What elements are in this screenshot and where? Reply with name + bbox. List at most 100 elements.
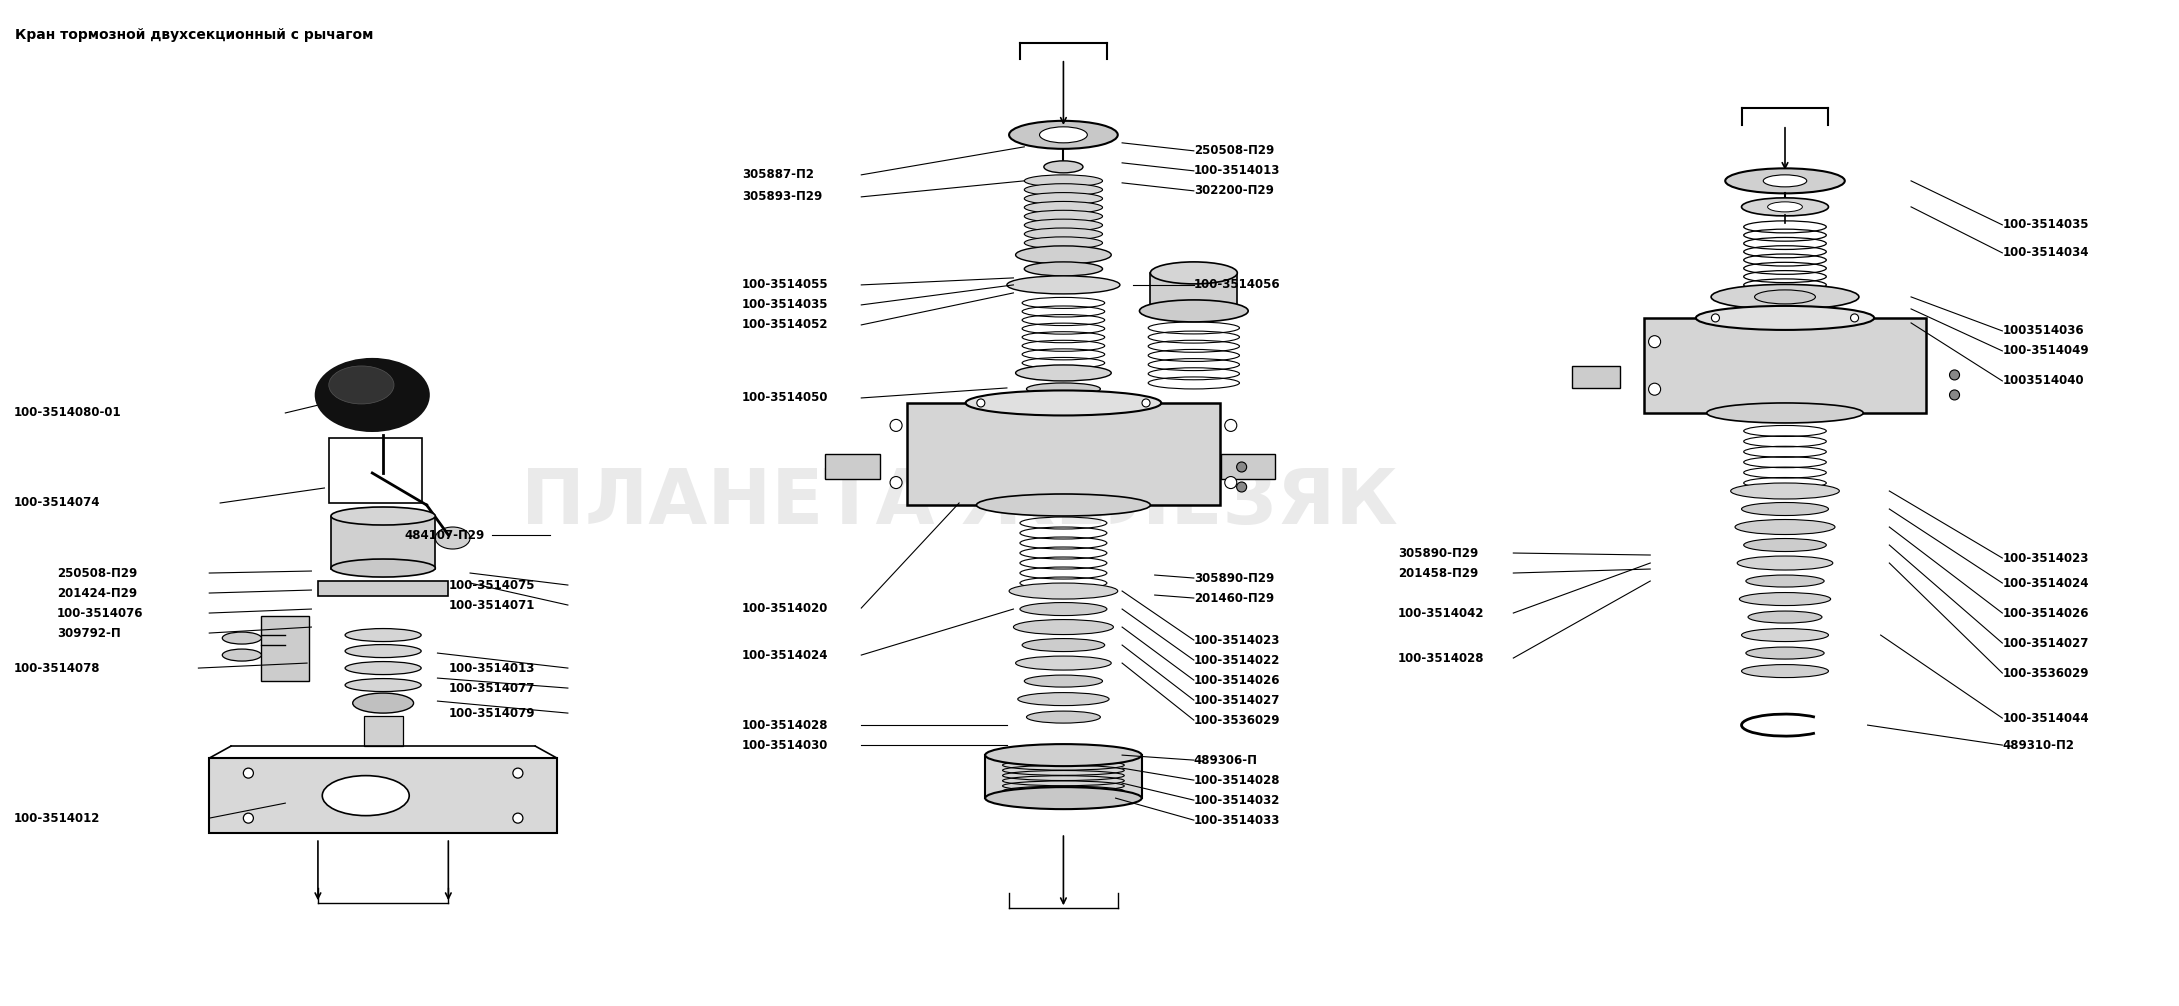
Circle shape (244, 769, 253, 778)
Text: 100-3514077: 100-3514077 (449, 682, 534, 694)
Text: 250508-П29: 250508-П29 (1194, 144, 1275, 157)
Ellipse shape (344, 645, 421, 658)
Ellipse shape (1015, 656, 1111, 670)
Ellipse shape (1026, 711, 1100, 723)
Bar (331, 517, 436, 569)
Ellipse shape (1044, 161, 1083, 173)
Ellipse shape (1024, 175, 1103, 187)
Text: 302200-П29: 302200-П29 (1194, 184, 1275, 197)
Text: 100-3514022: 100-3514022 (1194, 654, 1281, 667)
Text: 100-3514049: 100-3514049 (2003, 344, 2090, 357)
Text: 1003514036: 1003514036 (2003, 324, 2083, 337)
Ellipse shape (1024, 219, 1103, 231)
Ellipse shape (1745, 647, 1824, 659)
Text: 489310-П2: 489310-П2 (2003, 738, 2074, 751)
Ellipse shape (1024, 201, 1103, 213)
Text: 100-3536029: 100-3536029 (2003, 667, 2090, 680)
Ellipse shape (985, 744, 1142, 767)
Text: 100-3514023: 100-3514023 (2003, 551, 2090, 564)
Ellipse shape (1024, 236, 1103, 248)
Text: 100-3514071: 100-3514071 (449, 599, 534, 612)
Ellipse shape (344, 662, 421, 675)
Ellipse shape (1711, 285, 1859, 310)
Ellipse shape (1024, 192, 1103, 204)
Ellipse shape (1013, 620, 1113, 635)
Ellipse shape (1024, 210, 1103, 222)
Ellipse shape (985, 787, 1142, 809)
Text: 100-3514024: 100-3514024 (741, 649, 828, 662)
Text: 305890-П29: 305890-П29 (1194, 571, 1275, 584)
Ellipse shape (1739, 593, 1830, 606)
Ellipse shape (1140, 300, 1249, 322)
Bar (1151, 273, 1238, 313)
Ellipse shape (1745, 575, 1824, 588)
Ellipse shape (1706, 403, 1863, 423)
Text: 100-3514028: 100-3514028 (1194, 774, 1281, 787)
Ellipse shape (222, 632, 261, 644)
Text: 100-3514012: 100-3514012 (13, 812, 100, 825)
Text: 100-3514033: 100-3514033 (1194, 814, 1281, 827)
Text: 100-3514027: 100-3514027 (1194, 693, 1281, 706)
Text: 201424-П29: 201424-П29 (57, 586, 137, 600)
Text: 100-3514020: 100-3514020 (741, 602, 828, 615)
Ellipse shape (1726, 168, 1846, 193)
Text: 100-3514035: 100-3514035 (2003, 218, 2090, 231)
Circle shape (889, 477, 902, 489)
Ellipse shape (965, 390, 1161, 415)
Ellipse shape (1763, 175, 1806, 187)
Text: 1003514040: 1003514040 (2003, 374, 2083, 387)
Ellipse shape (344, 629, 421, 642)
Circle shape (1238, 482, 1246, 492)
Text: 484107-П29: 484107-П29 (405, 528, 486, 541)
Circle shape (512, 813, 523, 823)
Ellipse shape (322, 776, 410, 816)
Bar (1220, 454, 1275, 479)
Ellipse shape (1695, 306, 1874, 330)
Circle shape (1142, 399, 1151, 407)
Ellipse shape (1007, 276, 1120, 294)
Ellipse shape (976, 494, 1151, 516)
Text: 100-3514026: 100-3514026 (2003, 607, 2090, 620)
Bar (364, 716, 403, 746)
Bar (906, 403, 1220, 505)
Text: 100-3514056: 100-3514056 (1194, 279, 1281, 292)
Text: 100-3514030: 100-3514030 (741, 738, 828, 751)
Text: 100-3514080-01: 100-3514080-01 (13, 406, 122, 420)
Text: 100-3514078: 100-3514078 (13, 662, 100, 675)
Ellipse shape (1024, 228, 1103, 240)
Text: 100-3514076: 100-3514076 (57, 607, 144, 620)
Bar (985, 756, 1142, 798)
Circle shape (889, 420, 902, 432)
Ellipse shape (1009, 121, 1118, 149)
Ellipse shape (1015, 365, 1111, 381)
Ellipse shape (344, 679, 421, 691)
Text: 100-3514074: 100-3514074 (13, 497, 100, 509)
Ellipse shape (1015, 245, 1111, 264)
Circle shape (1711, 314, 1719, 322)
Ellipse shape (1734, 519, 1835, 534)
Ellipse shape (1741, 503, 1828, 515)
Ellipse shape (1151, 262, 1238, 284)
Circle shape (512, 769, 523, 778)
Ellipse shape (1748, 611, 1822, 623)
Text: 250508-П29: 250508-П29 (57, 566, 137, 579)
Text: 100-3514013: 100-3514013 (1194, 164, 1281, 177)
Text: 489306-П: 489306-П (1194, 753, 1257, 767)
Text: 100-3514027: 100-3514027 (2003, 637, 2090, 650)
Ellipse shape (1741, 665, 1828, 678)
Ellipse shape (1737, 556, 1833, 570)
Text: 100-3514024: 100-3514024 (2003, 576, 2090, 590)
Circle shape (976, 399, 985, 407)
Circle shape (447, 529, 460, 541)
Ellipse shape (1022, 639, 1105, 652)
Bar (261, 616, 309, 681)
Text: 100-3514075: 100-3514075 (449, 578, 534, 592)
Ellipse shape (1741, 629, 1828, 642)
Bar (329, 438, 423, 503)
Ellipse shape (1039, 127, 1087, 143)
Bar (1643, 318, 1926, 412)
Circle shape (1850, 314, 1859, 322)
Circle shape (1225, 420, 1238, 432)
Text: 100-3514035: 100-3514035 (741, 299, 828, 312)
Text: 305893-П29: 305893-П29 (741, 190, 821, 203)
